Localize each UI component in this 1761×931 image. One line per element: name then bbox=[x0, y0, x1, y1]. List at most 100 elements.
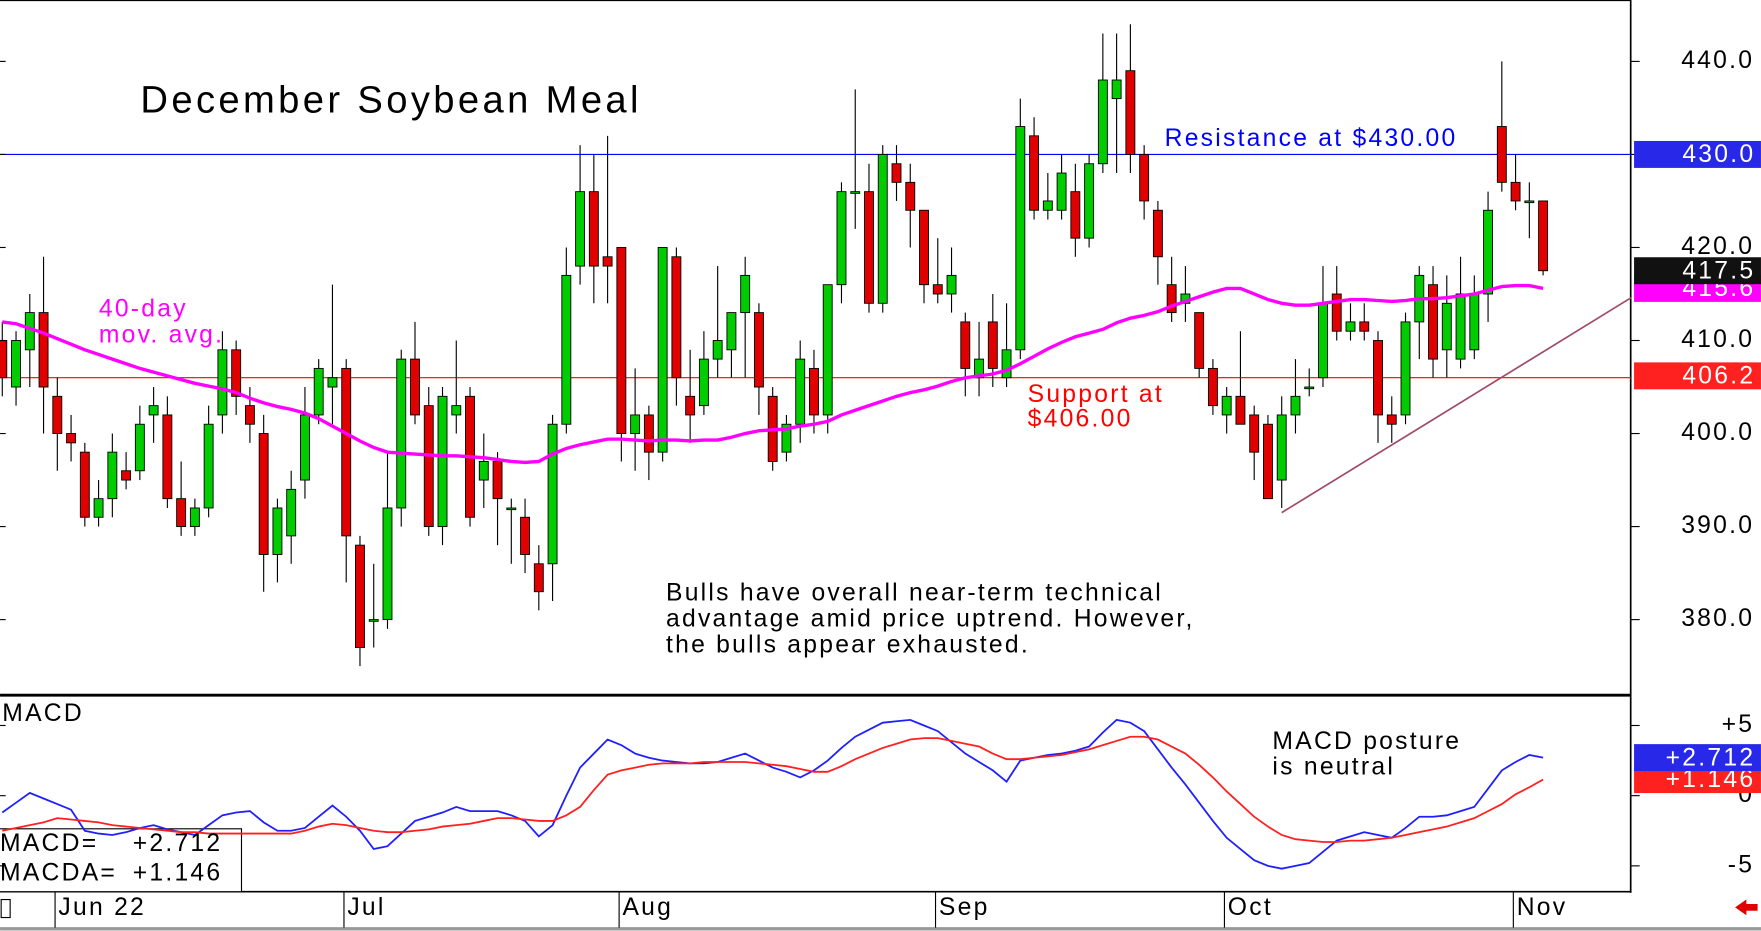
candle-body bbox=[368, 619, 379, 622]
candle-body bbox=[396, 358, 407, 509]
candle-body bbox=[1290, 395, 1301, 416]
candle-body bbox=[795, 358, 806, 425]
candle-body bbox=[809, 367, 819, 416]
candle-body bbox=[520, 516, 530, 555]
candle-body bbox=[781, 423, 792, 453]
candle-body bbox=[547, 423, 558, 565]
level-label: $406.00 bbox=[1028, 406, 1133, 433]
x-tick-label: Sep bbox=[939, 894, 990, 921]
candle-body bbox=[1441, 302, 1452, 351]
moving-average bbox=[2, 283, 1544, 465]
candle-body bbox=[630, 414, 641, 434]
candle-body bbox=[1318, 302, 1328, 379]
candle-body bbox=[300, 414, 310, 481]
candle-body bbox=[11, 340, 21, 388]
candle-body bbox=[231, 349, 242, 397]
candle-body bbox=[217, 349, 228, 416]
candle-body bbox=[712, 340, 723, 360]
candle-body bbox=[602, 256, 613, 267]
trendline bbox=[1281, 296, 1632, 514]
candle-body bbox=[176, 498, 187, 528]
y-tick-label: 400.0 bbox=[1681, 419, 1754, 446]
candle-body bbox=[1029, 135, 1040, 211]
ma-label: mov. avg. bbox=[99, 321, 224, 348]
candle-body bbox=[588, 191, 599, 267]
price-tag-label: 406.2 bbox=[1682, 363, 1755, 390]
candle-body bbox=[1304, 386, 1315, 390]
candle-body bbox=[960, 321, 971, 369]
candle-body bbox=[671, 256, 682, 379]
x-tick-label: Jun 22 bbox=[58, 894, 146, 921]
candle-body bbox=[79, 451, 90, 518]
y-tick-label: 410.0 bbox=[1681, 326, 1754, 353]
candle-body bbox=[203, 423, 214, 509]
candle-body bbox=[355, 544, 365, 648]
candle-body bbox=[932, 284, 943, 295]
candle-body bbox=[1538, 200, 1549, 272]
candle-body bbox=[1084, 163, 1095, 239]
candle-body bbox=[561, 274, 572, 425]
candle-body bbox=[258, 433, 269, 555]
candle-body bbox=[410, 358, 420, 416]
candle-body bbox=[341, 367, 352, 537]
candle-body bbox=[1524, 200, 1535, 204]
candle-body bbox=[1152, 209, 1163, 258]
candle-body bbox=[698, 358, 709, 407]
candle-body bbox=[506, 507, 517, 511]
readout-name: MACDA= bbox=[0, 859, 117, 886]
candle-body bbox=[1483, 209, 1494, 295]
candle-body bbox=[1015, 126, 1026, 351]
scroll-icon bbox=[0, 898, 11, 919]
candle-body bbox=[1070, 191, 1081, 239]
candle-body bbox=[1111, 79, 1122, 100]
candle-body bbox=[987, 321, 998, 369]
candle-body bbox=[0, 340, 8, 379]
y-tick-label: 380.0 bbox=[1681, 605, 1754, 632]
candle-body bbox=[685, 395, 696, 416]
candle-body bbox=[162, 414, 173, 500]
commentary: Bulls have overall near-term technical bbox=[666, 580, 1163, 607]
candle-body bbox=[38, 312, 49, 388]
candle-body bbox=[850, 191, 861, 194]
candle-body bbox=[877, 153, 888, 304]
y-tick-label: 420.0 bbox=[1681, 233, 1754, 260]
candle-body bbox=[864, 191, 874, 304]
candle-body bbox=[327, 377, 338, 388]
candle-body bbox=[272, 507, 283, 555]
candle-body bbox=[946, 274, 957, 295]
candle-body bbox=[575, 191, 586, 267]
candle-body bbox=[134, 423, 145, 472]
price-tag-label: 430.0 bbox=[1682, 141, 1755, 168]
price-tag bbox=[1634, 257, 1761, 285]
ma-label: 40-day bbox=[99, 295, 188, 322]
y-tick-label: -5 bbox=[1728, 851, 1754, 878]
candle-body bbox=[1331, 293, 1342, 332]
candle-body bbox=[1345, 321, 1356, 332]
x-tick-label: Oct bbox=[1228, 894, 1273, 921]
candle-body bbox=[726, 312, 737, 351]
x-tick-label: Aug bbox=[622, 894, 673, 921]
candle-body bbox=[1510, 181, 1521, 202]
y-tick-label: 440.0 bbox=[1681, 47, 1754, 74]
readout-value: +1.146 bbox=[133, 859, 223, 886]
readout-box bbox=[0, 828, 243, 893]
candle-body bbox=[478, 461, 489, 481]
candle-body bbox=[1221, 395, 1232, 416]
candle-body bbox=[286, 488, 297, 537]
price-tag bbox=[1634, 362, 1761, 390]
candle-body bbox=[740, 274, 751, 314]
candle-body bbox=[891, 163, 902, 183]
candle-body bbox=[1001, 349, 1012, 379]
candle-body bbox=[437, 395, 448, 528]
candle-body bbox=[148, 405, 159, 416]
level-label: Resistance at $430.00 bbox=[1165, 125, 1458, 152]
candle-body bbox=[1386, 414, 1397, 425]
candle-body bbox=[1207, 367, 1218, 407]
candle-body bbox=[107, 451, 118, 500]
candle-body bbox=[1496, 126, 1507, 183]
price-tag-label: 417.5 bbox=[1682, 257, 1755, 284]
macd-line bbox=[1, 718, 1544, 870]
arrow-icon bbox=[1735, 899, 1758, 916]
candle-body bbox=[1166, 284, 1177, 314]
